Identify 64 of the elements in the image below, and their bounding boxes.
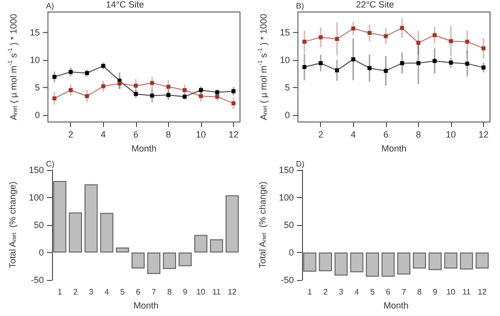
- y-tick-label: 10: [280, 54, 290, 65]
- x-tick-label: 4: [354, 288, 360, 296]
- x-tick-label: 1: [308, 288, 313, 296]
- y-tick-label: 150: [28, 165, 44, 175]
- y-tick-label: 15: [30, 27, 40, 38]
- x-tick-label: 12: [228, 288, 238, 296]
- x-tick-label: 8: [416, 130, 421, 140]
- chart-title: 22°C Site: [356, 0, 394, 10]
- x-axis-title: Month: [383, 300, 408, 310]
- x-tick-label: 4: [100, 130, 106, 140]
- x-tick-label: 11: [212, 288, 222, 296]
- text: D): [296, 160, 305, 168]
- x-axis-title: Month: [381, 143, 406, 154]
- x-tick-label: 6: [383, 130, 388, 140]
- y-tick-label: 0: [38, 248, 44, 258]
- x-tick-label: 12: [478, 130, 488, 140]
- y-tick-label: 0: [34, 110, 40, 120]
- x-axis-title: Month: [133, 300, 158, 310]
- y-tick-label: 0: [288, 248, 294, 258]
- text: B): [296, 2, 304, 10]
- x-tick-label: 1: [58, 288, 63, 296]
- y-tick-label: -50: [30, 275, 44, 285]
- x-tick-label: 4: [104, 288, 110, 296]
- text: A): [46, 2, 54, 10]
- x-tick-label: 10: [446, 130, 456, 140]
- chart-title: 14°C Site: [106, 0, 144, 10]
- x-tick-label: 2: [318, 130, 324, 140]
- x-tick-label: 3: [338, 288, 344, 296]
- y-tick-label: 15: [280, 27, 290, 38]
- x-tick-label: 8: [167, 288, 172, 296]
- y-tick-label: 150: [278, 165, 294, 175]
- x-axis-title: Month: [131, 143, 156, 154]
- x-tick-label: 2: [73, 288, 78, 296]
- x-tick-label: 11: [462, 288, 472, 296]
- x-tick-label: 6: [386, 288, 391, 296]
- x-tick-label: 5: [370, 288, 376, 296]
- y-tick-label: 50: [34, 220, 44, 230]
- x-tick-label: 4: [350, 130, 356, 140]
- x-tick-label: 12: [228, 130, 238, 140]
- x-tick-label: 10: [196, 130, 206, 140]
- x-tick-label: 7: [152, 288, 157, 296]
- x-tick-label: 10: [446, 288, 456, 296]
- x-tick-label: 8: [417, 288, 422, 296]
- x-tick-label: 7: [402, 288, 407, 296]
- x-tick-label: 12: [478, 288, 488, 296]
- x-tick-label: 10: [196, 288, 206, 296]
- y-tick-label: 100: [278, 192, 294, 202]
- x-tick-label: 8: [166, 130, 171, 140]
- y-tick-label: 100: [28, 192, 44, 202]
- y-tick-label: 50: [284, 220, 294, 230]
- x-tick-label: 6: [133, 130, 138, 140]
- y-tick-label: 5: [34, 82, 40, 92]
- y-tick-label: 10: [30, 54, 40, 65]
- y-tick-label: -50: [280, 275, 294, 285]
- x-tick-label: 5: [120, 288, 126, 296]
- text: C): [46, 160, 55, 168]
- x-tick-label: 2: [323, 288, 328, 296]
- x-tick-label: 9: [182, 288, 188, 296]
- y-tick-label: 0: [284, 110, 290, 120]
- x-tick-label: 6: [136, 288, 141, 296]
- y-tick-label: 5: [284, 82, 290, 92]
- x-tick-label: 9: [432, 288, 438, 296]
- x-tick-label: 2: [68, 130, 74, 140]
- x-tick-label: 3: [88, 288, 94, 296]
